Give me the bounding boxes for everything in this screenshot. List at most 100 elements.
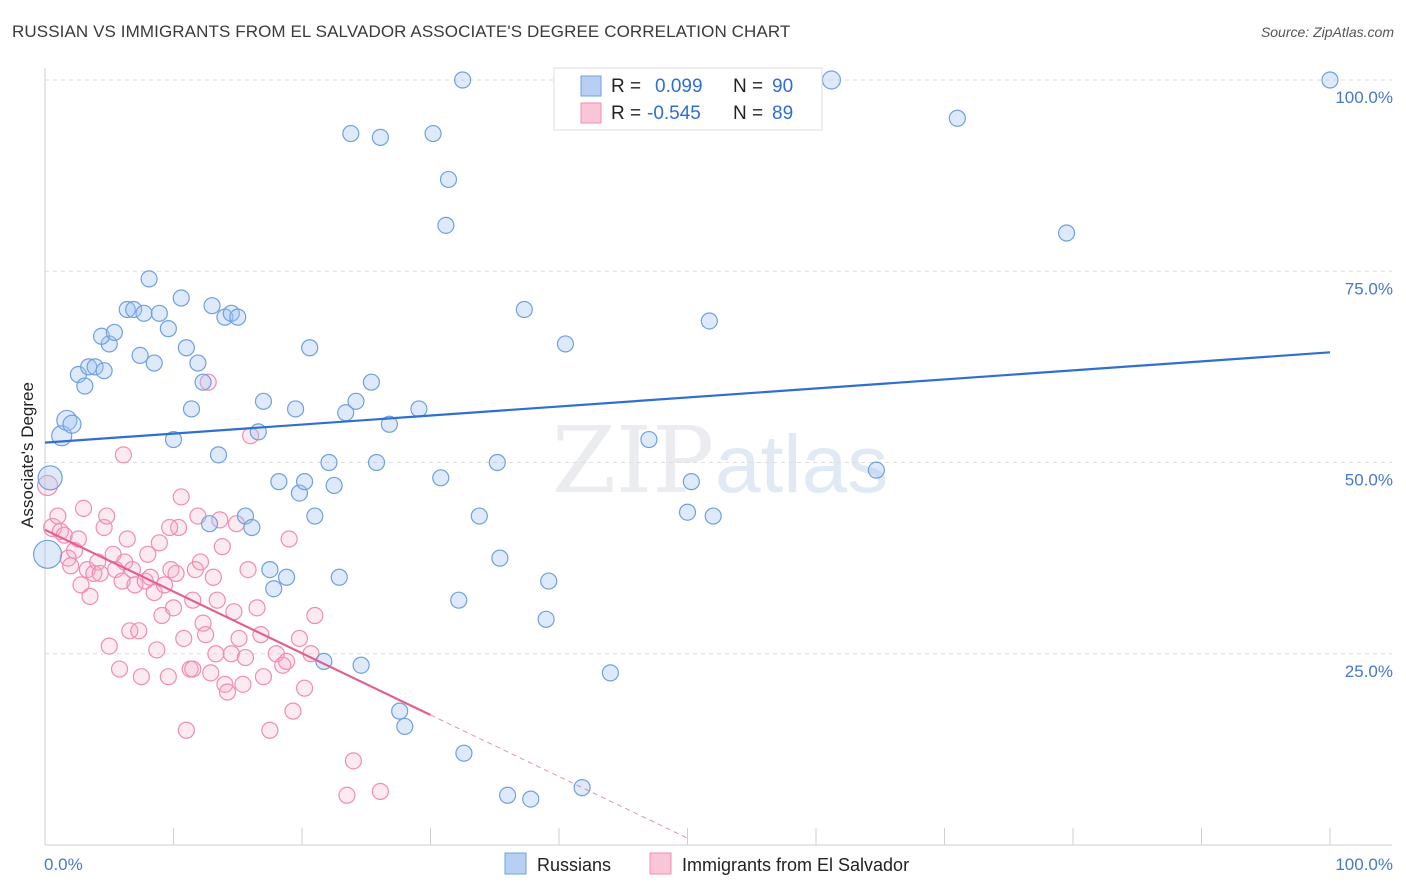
point-russians bbox=[1057, 224, 1076, 242]
trend-line-elsalvador-extension bbox=[430, 714, 688, 839]
point-russians bbox=[948, 109, 966, 127]
point-russians bbox=[145, 354, 163, 372]
point-elsalvador bbox=[175, 629, 193, 648]
point-russians bbox=[396, 717, 414, 736]
point-elsalvador bbox=[306, 606, 324, 625]
point-elsalvador bbox=[121, 622, 139, 640]
point-elsalvador bbox=[172, 488, 190, 506]
y-tick-label: 25.0% bbox=[1345, 662, 1393, 681]
tick-labels: 100.0% 75.0% 50.0% 25.0% 0.0% 100.0% bbox=[44, 88, 1393, 874]
point-russians bbox=[182, 400, 201, 418]
trend-lines bbox=[44, 351, 1331, 839]
point-russians bbox=[177, 339, 195, 357]
point-russians bbox=[470, 507, 488, 525]
axes bbox=[44, 68, 1392, 846]
point-elsalvador bbox=[197, 626, 215, 644]
point-russians bbox=[491, 549, 509, 567]
point-russians bbox=[135, 304, 153, 322]
point-russians bbox=[261, 560, 279, 579]
bottom-legend-swatch-elsalvador bbox=[649, 852, 672, 875]
point-elsalvador bbox=[239, 560, 257, 579]
point-elsalvador bbox=[62, 557, 80, 575]
point-russians bbox=[371, 128, 389, 146]
point-russians bbox=[556, 335, 575, 353]
point-russians bbox=[821, 70, 842, 90]
point-russians bbox=[92, 327, 111, 345]
point-russians bbox=[32, 539, 63, 569]
point-russians bbox=[352, 656, 370, 674]
point-elsalvador bbox=[170, 518, 188, 537]
point-russians bbox=[265, 580, 283, 598]
trend-line-russians bbox=[44, 351, 1331, 444]
point-elsalvador bbox=[177, 721, 195, 739]
y-tick-label: 50.0% bbox=[1345, 471, 1393, 490]
point-russians bbox=[450, 591, 468, 609]
x-tick-label-min: 0.0% bbox=[44, 855, 83, 874]
bottom-legend-swatch-russians bbox=[504, 852, 527, 875]
point-russians bbox=[704, 507, 722, 525]
point-elsalvador bbox=[344, 752, 362, 770]
point-russians bbox=[62, 414, 82, 434]
point-elsalvador bbox=[277, 652, 296, 671]
point-russians bbox=[700, 312, 718, 330]
point-elsalvador bbox=[150, 534, 168, 552]
point-russians bbox=[347, 392, 365, 410]
y-tick-label: 100.0% bbox=[1335, 88, 1393, 107]
point-russians bbox=[537, 610, 555, 628]
series-russians bbox=[32, 70, 1339, 808]
point-russians bbox=[37, 465, 63, 491]
point-elsalvador bbox=[81, 587, 99, 605]
point-russians bbox=[200, 515, 219, 533]
point-elsalvador bbox=[139, 545, 157, 563]
chart-title: RUSSIAN VS IMMIGRANTS FROM EL SALVADOR A… bbox=[12, 22, 791, 41]
point-russians bbox=[342, 124, 360, 143]
point-elsalvador bbox=[49, 507, 67, 525]
point-russians bbox=[455, 744, 473, 762]
chart-source: Source: ZipAtlas.com bbox=[1260, 24, 1394, 40]
point-elsalvador bbox=[236, 648, 255, 667]
point-russians bbox=[295, 473, 314, 491]
legend-bottom: Russians Immigrants from El Salvador bbox=[504, 852, 909, 875]
point-russians bbox=[164, 430, 183, 449]
point-russians bbox=[424, 124, 442, 143]
point-russians bbox=[95, 362, 113, 380]
point-elsalvador bbox=[72, 576, 90, 594]
point-russians bbox=[540, 572, 558, 590]
legend-swatch-elsalvador bbox=[580, 102, 602, 124]
legend-top: R = 0.099 N = 90 R = -0.545 N = 89 bbox=[553, 67, 823, 131]
point-elsalvador bbox=[110, 660, 129, 678]
point-russians bbox=[189, 354, 207, 372]
point-russians bbox=[330, 568, 348, 586]
point-elsalvador bbox=[202, 664, 220, 682]
point-russians bbox=[410, 400, 428, 418]
point-elsalvador bbox=[36, 474, 59, 497]
point-elsalvador bbox=[132, 668, 150, 686]
point-elsalvador bbox=[167, 564, 185, 583]
point-elsalvador bbox=[126, 576, 144, 594]
point-elsalvador bbox=[204, 568, 222, 586]
point-elsalvador bbox=[284, 702, 302, 720]
point-elsalvador bbox=[254, 668, 273, 686]
bottom-legend-russians: Russians bbox=[537, 855, 611, 875]
point-russians bbox=[640, 430, 658, 449]
y-tick-label: 75.0% bbox=[1345, 279, 1393, 298]
point-elsalvador bbox=[290, 629, 309, 648]
point-russians bbox=[229, 308, 247, 326]
point-elsalvador bbox=[191, 553, 210, 571]
point-russians bbox=[301, 339, 319, 357]
point-elsalvador bbox=[118, 530, 136, 548]
point-elsalvador bbox=[148, 641, 166, 659]
legend-r-label-2: R = bbox=[611, 103, 641, 124]
point-elsalvador bbox=[218, 683, 237, 701]
point-russians bbox=[522, 790, 540, 808]
point-russians bbox=[140, 270, 158, 288]
point-russians bbox=[432, 469, 450, 487]
point-russians bbox=[573, 779, 591, 797]
watermark-zip: ZIP bbox=[552, 407, 714, 514]
point-elsalvador bbox=[114, 446, 132, 464]
point-elsalvador bbox=[211, 511, 229, 529]
point-elsalvador bbox=[130, 622, 148, 640]
point-elsalvador bbox=[69, 530, 88, 548]
point-elsalvador bbox=[159, 668, 177, 686]
